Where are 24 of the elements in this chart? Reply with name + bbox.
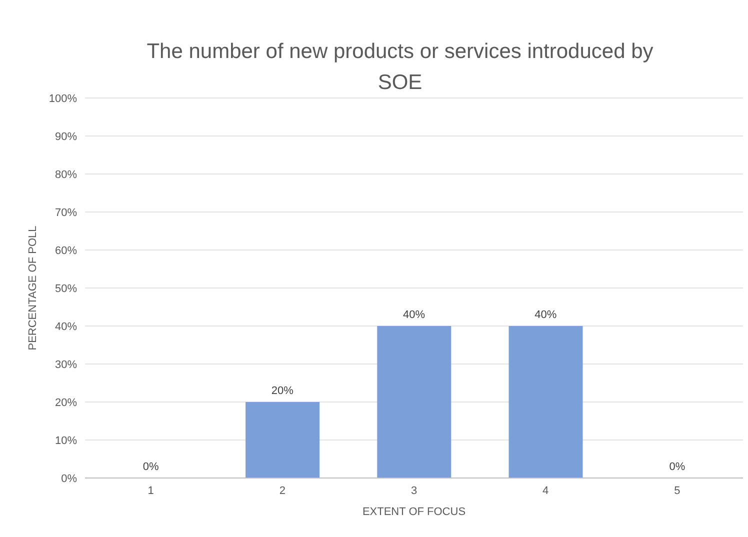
x-tick-label: 1 [148,484,154,497]
data-label: 20% [271,385,294,397]
data-label: 40% [402,309,426,321]
y-tick-label: 100% [48,92,78,105]
y-axis-title: PERCENTAGE OF POLL [26,226,39,350]
x-tick-label: 5 [674,484,680,497]
y-tick-label: 90% [54,130,78,143]
y-tick-label: 40% [54,320,78,333]
data-label: 0% [142,461,159,473]
y-tick-label: 30% [54,358,78,371]
y-tick-label: 10% [54,434,78,447]
x-axis-title: EXTENT OF FOCUS [362,506,466,518]
x-tick-label: 4 [542,484,549,497]
y-tick-label: 50% [54,282,78,295]
y-tick-label: 80% [54,168,78,181]
data-label: 0% [669,461,686,473]
y-tick-label: 60% [54,244,78,257]
y-tick-label: 70% [54,206,78,219]
data-label: 40% [534,309,557,321]
x-tick-label: 2 [279,484,286,497]
chart-title: The number of new products or services introduced by SOE [146,39,654,96]
y-tick-label: 0% [61,472,78,485]
y-tick-label: 20% [54,396,78,409]
x-tick-label: 3 [410,484,418,497]
